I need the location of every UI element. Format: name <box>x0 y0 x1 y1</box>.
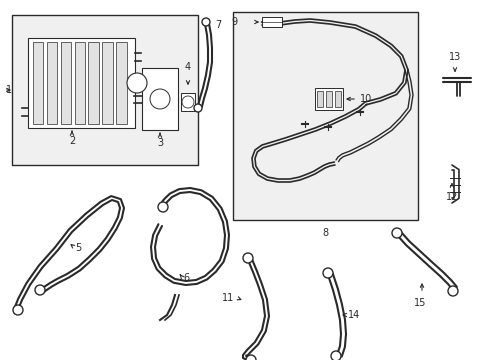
Bar <box>232 12 417 220</box>
Bar <box>142 68 178 130</box>
Circle shape <box>245 355 256 360</box>
Text: 6: 6 <box>183 273 189 283</box>
Circle shape <box>127 73 147 93</box>
Text: 15: 15 <box>413 298 426 308</box>
Circle shape <box>150 89 170 109</box>
Bar <box>334 91 340 107</box>
Bar <box>33 42 43 124</box>
Text: 1: 1 <box>6 85 12 95</box>
Circle shape <box>202 18 209 26</box>
Text: 13: 13 <box>448 52 460 62</box>
Circle shape <box>182 96 194 108</box>
Text: 2: 2 <box>69 136 75 146</box>
Circle shape <box>35 285 45 295</box>
Bar <box>88 42 99 124</box>
Text: 12: 12 <box>445 192 457 202</box>
Text: 4: 4 <box>184 62 191 72</box>
Text: 9: 9 <box>231 17 238 27</box>
Circle shape <box>447 286 457 296</box>
Bar <box>12 15 198 165</box>
Circle shape <box>13 305 23 315</box>
Text: 5: 5 <box>75 243 81 253</box>
Circle shape <box>194 104 202 112</box>
Bar <box>314 88 342 110</box>
Text: 7: 7 <box>215 20 221 30</box>
Circle shape <box>243 253 252 263</box>
Bar <box>74 42 85 124</box>
Circle shape <box>330 351 340 360</box>
Bar <box>102 42 112 124</box>
Text: 10: 10 <box>359 94 371 104</box>
Bar <box>181 93 195 111</box>
Bar <box>28 38 135 128</box>
Circle shape <box>323 268 332 278</box>
Bar <box>262 17 282 27</box>
Text: 11: 11 <box>221 293 234 303</box>
Bar <box>316 91 323 107</box>
Bar <box>61 42 71 124</box>
Circle shape <box>158 202 168 212</box>
Text: 8: 8 <box>322 228 328 238</box>
Bar <box>116 42 126 124</box>
Bar <box>47 42 57 124</box>
Text: 14: 14 <box>347 310 360 320</box>
Bar <box>325 91 331 107</box>
Text: 3: 3 <box>157 138 163 148</box>
Circle shape <box>391 228 401 238</box>
